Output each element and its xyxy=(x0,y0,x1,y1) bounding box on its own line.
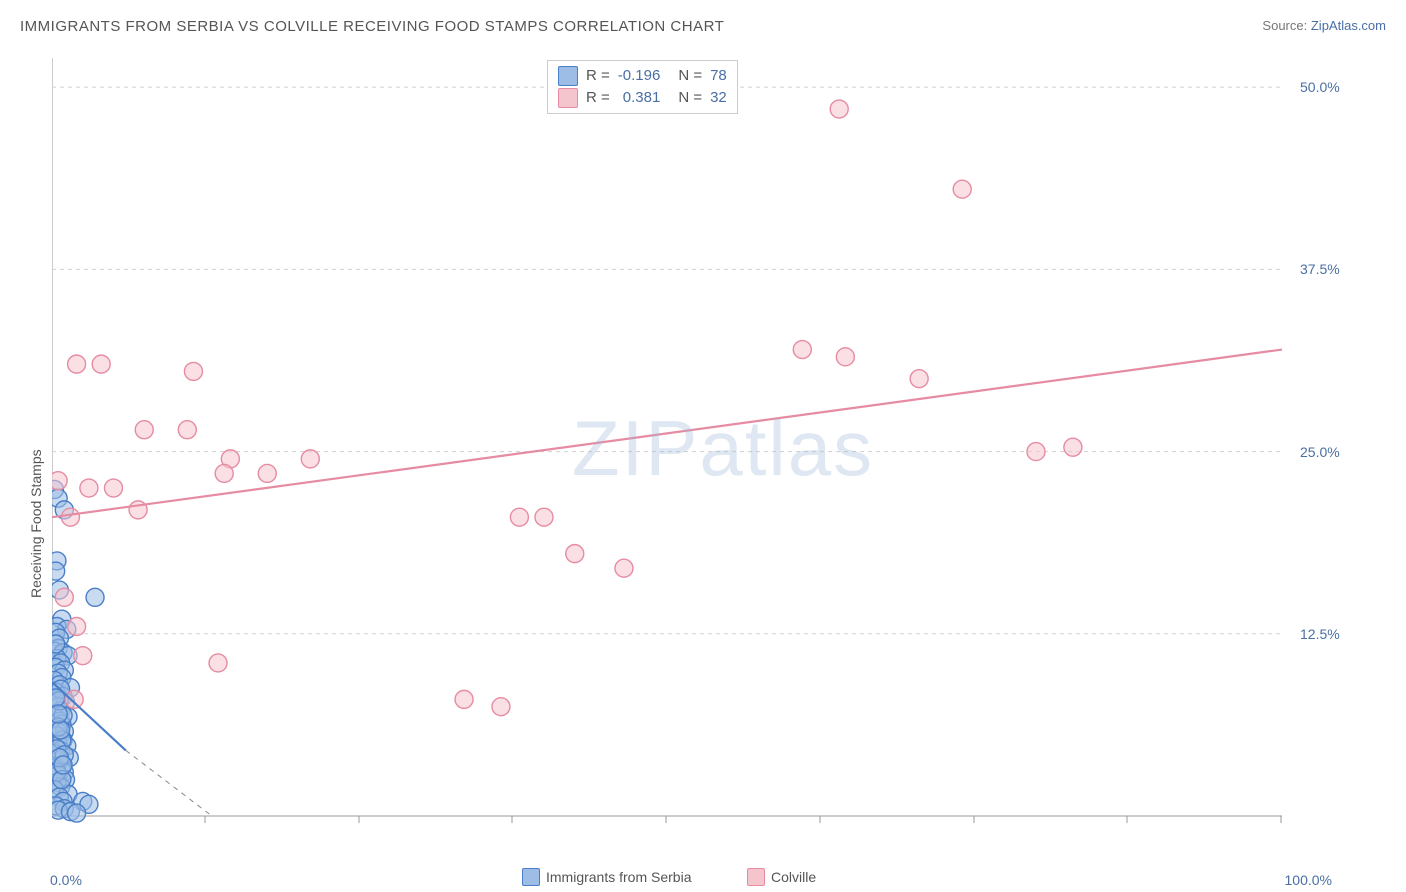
legend-series-1: Colville xyxy=(747,868,816,886)
x-tick-max: 100.0% xyxy=(1285,872,1332,888)
legend-label-0: Immigrants from Serbia xyxy=(546,869,691,885)
x-tick-min: 0.0% xyxy=(50,872,82,888)
source-link[interactable]: ZipAtlas.com xyxy=(1311,18,1386,33)
stats-swatch-0 xyxy=(558,66,578,86)
legend-label-1: Colville xyxy=(771,869,816,885)
y-tick: 50.0% xyxy=(1300,79,1340,95)
legend-swatch-0 xyxy=(522,868,540,886)
legend-series-0: Immigrants from Serbia xyxy=(522,868,691,886)
stats-r-0: -0.196 xyxy=(618,65,661,87)
stats-swatch-1 xyxy=(558,88,578,108)
y-tick: 12.5% xyxy=(1300,626,1340,642)
chart-title: IMMIGRANTS FROM SERBIA VS COLVILLE RECEI… xyxy=(20,18,724,35)
y-axis-label: Receiving Food Stamps xyxy=(28,449,44,598)
legend-swatch-1 xyxy=(747,868,765,886)
source-attribution: Source: ZipAtlas.com xyxy=(1262,18,1386,33)
correlation-stats-box: R = -0.196 N = 78 R = 0.381 N = 32 xyxy=(547,60,738,114)
y-tick: 25.0% xyxy=(1300,444,1340,460)
stats-row-0: R = -0.196 N = 78 xyxy=(558,65,727,87)
y-tick: 37.5% xyxy=(1300,261,1340,277)
stats-n-1: 32 xyxy=(710,87,727,109)
scatter-plot-svg xyxy=(52,58,1372,846)
stats-row-1: R = 0.381 N = 32 xyxy=(558,87,727,109)
stats-n-0: 78 xyxy=(710,65,727,87)
chart-area: Receiving Food Stamps ZIPatlas 12.5%25.0… xyxy=(52,58,1372,846)
source-label: Source: xyxy=(1262,18,1307,33)
stats-r-1: 0.381 xyxy=(623,87,661,109)
